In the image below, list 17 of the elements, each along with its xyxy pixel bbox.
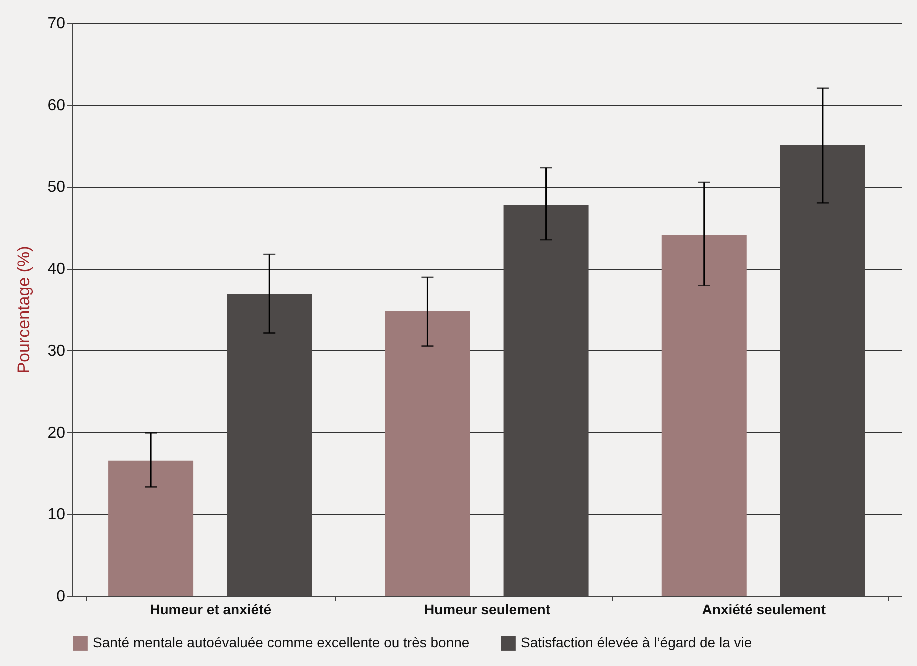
y-tick-label: 50 [48, 179, 66, 196]
legend-label: Santé mentale autoévaluée comme excellente ou très bonne [93, 634, 470, 651]
y-tick-label: 60 [48, 97, 66, 114]
x-tick-label: Humeur seulement [424, 602, 551, 618]
legend-label: Satisfaction élevée à l’égard de la vie [521, 634, 752, 651]
y-tick-label: 40 [48, 261, 66, 278]
y-tick-label: 20 [48, 424, 66, 442]
x-tick-label: Humeur et anxiété [150, 602, 272, 618]
x-tick-label: Anxiété seulement [702, 602, 826, 618]
y-axis-title: Pourcentage (%) [14, 246, 34, 374]
bar [385, 311, 470, 596]
y-tick-label: 0 [56, 588, 66, 606]
y-tick-label: 10 [48, 506, 66, 524]
bar [662, 235, 747, 596]
y-tick-label: 30 [48, 342, 66, 360]
y-tick-label: 70 [48, 16, 66, 32]
bar [108, 460, 194, 596]
